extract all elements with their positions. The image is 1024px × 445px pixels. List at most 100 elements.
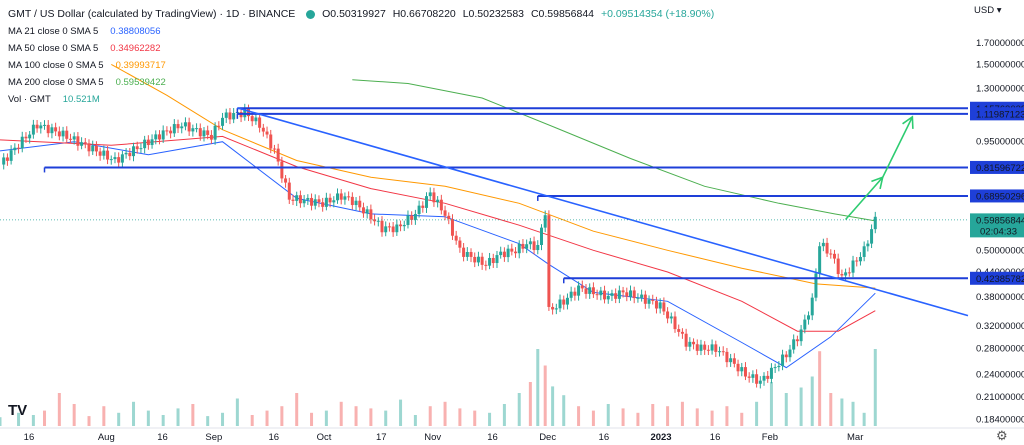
ohlc-low: L0.50232583 [462,8,525,20]
price-tick-label: 0.32000000 [976,321,1024,332]
candle-body [102,150,106,156]
candle-body [669,316,673,319]
candle-body [469,252,473,257]
candle-body [862,246,866,257]
candle-body [228,112,232,120]
candle-body [154,134,158,140]
candle-body [28,134,32,139]
candle-body [521,243,525,249]
candle-body [836,258,840,275]
candle-body [54,127,58,132]
candle-body [844,272,848,276]
time-tick-label: 16 [487,432,498,443]
candle-body [246,108,250,117]
candle-body [829,253,833,255]
candle-body [736,363,740,372]
indicator-row[interactable]: MA 100 close 0 SMA 5 0.39993717 [8,57,718,74]
candle-body [43,124,47,126]
candle-body [339,193,343,200]
candle-body [632,290,636,299]
volume-bar [176,408,180,426]
volume-bar [740,412,744,426]
time-tick-label: Feb [762,432,778,443]
candle-body [76,136,80,146]
candle-body [792,339,796,350]
volume-bar [265,410,269,426]
price-level-tag [970,271,1024,285]
volume-bar [680,401,684,426]
visibility-icon[interactable] [306,9,316,19]
candle-body [432,192,436,203]
candle-body [725,351,729,363]
candle-body [254,117,258,122]
candle-body [402,224,406,227]
candle-body [135,146,139,150]
candle-body [395,224,399,233]
price-tick-label: 0.24000000 [976,370,1024,381]
candle-body [654,300,658,309]
countdown-label: 02:04:33 [980,226,1017,237]
candle-body [514,251,518,254]
volume-bar [102,406,106,426]
candle-body [324,197,328,207]
candle-body [818,246,822,274]
candle-body [866,243,870,247]
indicator-row[interactable]: MA 21 close 0 SMA 5 0.38808056 [8,23,718,40]
candle-body [506,248,510,258]
volume-bar [543,365,547,426]
price-level-label: 0.81596722 [976,163,1024,174]
candle-body [232,113,236,120]
candle-body [870,229,874,244]
candle-body [855,260,859,262]
time-tick-label: 16 [268,432,279,443]
candle-body [747,376,751,378]
candle-body [83,142,87,144]
volume-bar [324,410,328,426]
volume-bar [117,412,121,426]
candle-body [539,227,543,245]
candle-body [595,294,599,296]
candle-body [584,288,588,294]
price-tick-label: 1.30000000 [976,84,1024,95]
candle-body [462,247,466,257]
candle-body [569,291,573,298]
currency-selector[interactable]: USD ▾ [974,5,1002,16]
candle-body [361,207,365,214]
volume-bar [57,393,61,426]
candle-body [762,375,766,381]
candle-body [766,375,770,379]
candle-body [510,248,514,252]
candle-body [336,193,340,201]
indicator-row[interactable]: MA 50 close 0 SMA 5 0.34962282 [8,40,718,57]
time-tick-label: 16 [24,432,35,443]
tradingview-logo-icon[interactable]: TV [8,402,28,419]
candle-body [17,147,21,149]
candle-body [169,130,173,134]
candle-body [781,354,785,366]
candle-body [795,339,799,342]
arrow-head [871,176,884,190]
ohlc-high: H0.66708220 [392,8,456,20]
candle-body [636,297,640,299]
candle-body [298,195,302,204]
candle-body [176,124,180,129]
indicator-row[interactable]: Vol · GMT 10.521M [8,91,718,108]
time-tick-label: 2023 [650,432,671,443]
candle-body [825,242,829,254]
volume-bar [621,408,625,426]
candle-body [688,341,692,347]
volume-bar [295,393,299,426]
candle-body [640,294,644,298]
candle-body [313,199,317,206]
candle-body [751,374,755,378]
candle-body [425,196,429,208]
candle-body [391,226,395,233]
indicator-row[interactable]: MA 200 close 0 SMA 5 0.59539422 [8,74,718,91]
volume-bar [577,406,581,426]
gear-icon[interactable]: ⚙ [996,428,1008,443]
candle-body [628,290,632,297]
volume-bar [755,401,759,426]
candle-body [276,148,280,162]
